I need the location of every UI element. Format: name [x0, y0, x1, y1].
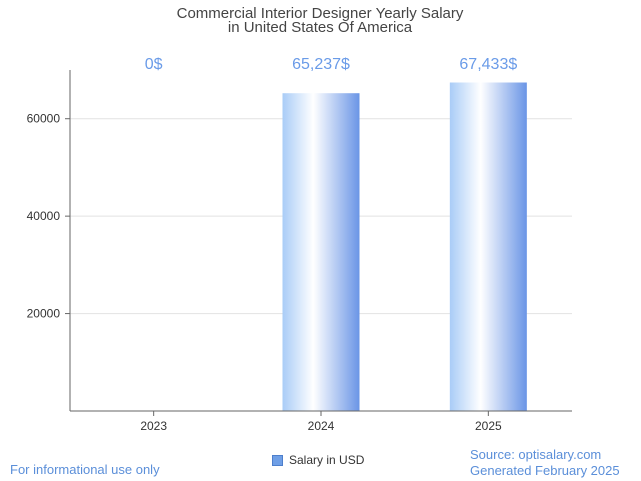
- data-label-2023: 0$: [145, 56, 163, 73]
- x-tick-label-2025: 2025: [475, 419, 502, 433]
- y-tick-label: 20000: [27, 307, 61, 321]
- footer-source-block: Source: optisalary.com Generated Februar…: [470, 447, 620, 479]
- generated-text: Generated February 2025: [470, 463, 620, 478]
- y-tick-label: 60000: [27, 112, 61, 126]
- x-tick-label-2024: 2024: [308, 419, 335, 433]
- y-tick-label: 40000: [27, 209, 61, 223]
- disclaimer-text: For informational use only: [10, 462, 160, 477]
- chart-title-line-2: in United States Of America: [228, 19, 413, 36]
- x-tick-label-2023: 2023: [140, 419, 167, 433]
- legend-label: Salary in USD: [289, 453, 365, 467]
- bar-2024: [282, 93, 360, 412]
- chart-title-line-1: Commercial Interior Designer Yearly Sala…: [177, 5, 464, 22]
- source-text: Source: optisalary.com: [470, 447, 602, 462]
- data-label-2024: 65,237$: [292, 56, 350, 73]
- legend-swatch: [272, 454, 283, 466]
- data-label-2025: 67,433$: [459, 56, 517, 73]
- bar-2025: [449, 82, 527, 412]
- legend: Salary in USD: [272, 453, 364, 467]
